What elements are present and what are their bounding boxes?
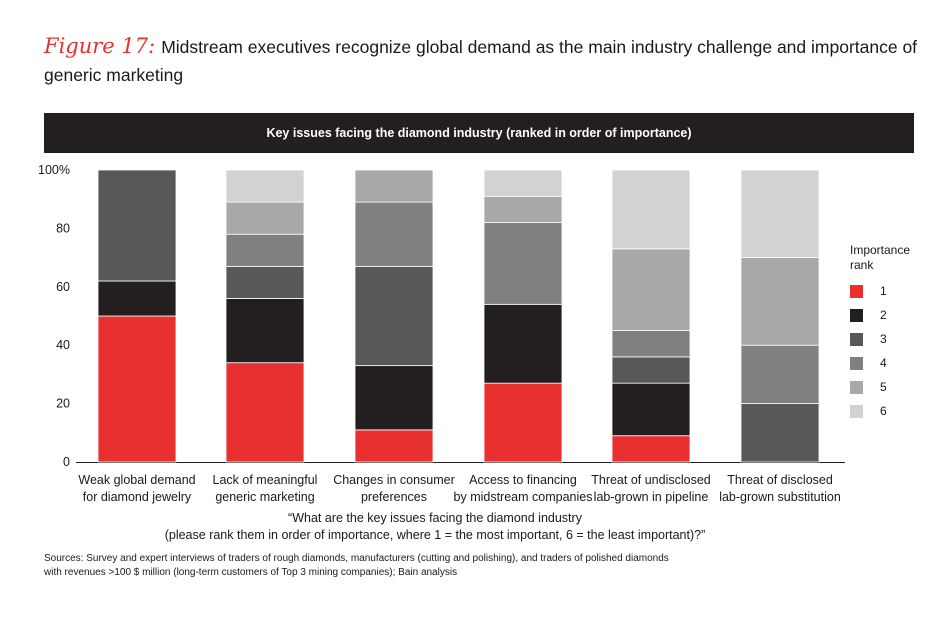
legend-label: 5 <box>880 380 887 394</box>
legend-label: 1 <box>880 284 887 298</box>
legend-title-line: rank <box>850 258 874 272</box>
legend-swatch <box>850 332 863 346</box>
bar-segment-rank-6 <box>740 169 820 258</box>
x-category-label-line: preferences <box>361 490 427 504</box>
x-category-label-line: Threat of disclosed <box>727 473 833 487</box>
chart-title-banner: Key issues facing the diamond industry (… <box>44 113 914 153</box>
bar-segment-rank-1 <box>354 429 434 463</box>
x-category-label-line: Changes in consumer <box>333 473 455 487</box>
bar-segment-rank-2 <box>225 298 305 364</box>
y-tick-label: 0 <box>63 455 70 469</box>
bar-segment-rank-3 <box>740 403 820 463</box>
y-tick-label: 80 <box>56 221 70 235</box>
legend-swatch <box>850 356 863 370</box>
bar-segment-rank-4 <box>740 344 820 404</box>
bar-segment-rank-6 <box>611 169 691 250</box>
y-tick-label: 60 <box>56 280 70 294</box>
legend-item-rank-6: 6 <box>850 399 910 423</box>
legend-swatch <box>850 380 863 394</box>
bar-segment-rank-5 <box>225 201 305 235</box>
sources-note: Sources: Survey and expert interviews of… <box>44 552 924 580</box>
legend-swatch <box>850 284 863 298</box>
legend-label: 4 <box>880 356 887 370</box>
bar-segment-rank-5 <box>354 169 434 203</box>
x-category-label: Weak global demand for diamond jewelry <box>78 473 195 504</box>
survey-question-line: “What are the key issues facing the diam… <box>288 511 582 525</box>
survey-question: “What are the key issues facing the diam… <box>150 510 720 544</box>
y-tick-label: 20 <box>56 397 70 411</box>
stacked-bar-chart: 0 20 40 60 80 100% Weak global demand for diam… <box>38 163 845 504</box>
bar-segment-rank-2 <box>611 382 691 437</box>
bar-segment-rank-2 <box>354 365 434 431</box>
bar-segment-rank-5 <box>483 195 563 223</box>
bar-segment-rank-1 <box>225 362 305 463</box>
survey-question-line: (please rank them in order of importance… <box>164 528 706 542</box>
x-category-label-line: lab-grown substitution <box>719 490 841 504</box>
figure-title-text: Midstream executives recognize global de… <box>44 37 918 85</box>
x-category-label-line: Lack of meaningful <box>213 473 318 487</box>
x-category-label-line: Weak global demand <box>78 473 195 487</box>
bar-segment-rank-5 <box>740 257 820 346</box>
bar-segment-rank-3 <box>354 265 434 367</box>
y-axis: 0 20 40 60 80 100% <box>38 163 845 469</box>
legend-title: Importance rank <box>850 243 910 273</box>
x-axis-labels: Weak global demand for diamond jewelry Lac… <box>78 473 840 504</box>
bar-segment-rank-5 <box>611 248 691 331</box>
legend: Importance rank 1 2 3 4 5 6 <box>850 243 910 423</box>
bar-segment-rank-6 <box>225 169 305 203</box>
bar-segment-rank-4 <box>225 233 305 267</box>
legend-label: 6 <box>880 404 887 418</box>
bar-segment-rank-3 <box>225 265 305 299</box>
x-category-label: Changes in consumer preferences <box>333 473 455 504</box>
legend-item-rank-5: 5 <box>850 375 910 399</box>
y-tick-label: 100% <box>38 163 70 177</box>
legend-swatch <box>850 308 863 322</box>
bar-segment-rank-4 <box>483 222 563 305</box>
bar-segment-rank-3 <box>611 356 691 384</box>
bars <box>97 169 820 463</box>
legend-item-rank-2: 2 <box>850 303 910 327</box>
legend-swatch <box>850 404 863 418</box>
legend-item-rank-1: 1 <box>850 279 910 303</box>
bar-segment-rank-2 <box>483 303 563 384</box>
bar-segment-rank-6 <box>483 169 563 197</box>
bar-segment-rank-3 <box>97 169 177 282</box>
x-category-label-line: Threat of undisclosed <box>591 473 711 487</box>
x-category-label: Lack of meaningful generic marketing <box>213 473 318 504</box>
x-category-label: Access to financing by midstream companie… <box>454 473 593 504</box>
bar-segment-rank-4 <box>611 330 691 358</box>
y-tick-label: 40 <box>56 338 70 352</box>
legend-item-rank-3: 3 <box>850 327 910 351</box>
bar-segment-rank-2 <box>97 280 177 317</box>
sources-line: Sources: Survey and expert interviews of… <box>44 553 669 564</box>
x-category-label-line: Access to financing <box>469 473 577 487</box>
bar-segment-rank-4 <box>354 201 434 267</box>
legend-title-line: Importance <box>850 243 911 257</box>
x-category-label-line: by midstream companies <box>454 490 593 504</box>
legend-item-rank-4: 4 <box>850 351 910 375</box>
figure-title: Figure 17: Midstream executives recognize… <box>44 32 924 89</box>
x-category-label-line: generic marketing <box>215 490 314 504</box>
x-category-label-line: for diamond jewelry <box>83 490 192 504</box>
bar-segment-rank-1 <box>611 435 691 463</box>
legend-label: 3 <box>880 332 887 346</box>
x-category-label-line: lab-grown in pipeline <box>594 490 709 504</box>
bar-segment-rank-1 <box>483 382 563 463</box>
sources-line: with revenues >100 $ million (long-term … <box>44 567 458 578</box>
legend-label: 2 <box>880 308 887 322</box>
figure-label: Figure 17: <box>44 34 156 58</box>
x-category-label: Threat of disclosed lab-grown substitutio… <box>719 473 841 504</box>
bar-segment-rank-1 <box>97 315 177 463</box>
x-category-label: Threat of undisclosed lab-grown in pipeli… <box>591 473 711 504</box>
